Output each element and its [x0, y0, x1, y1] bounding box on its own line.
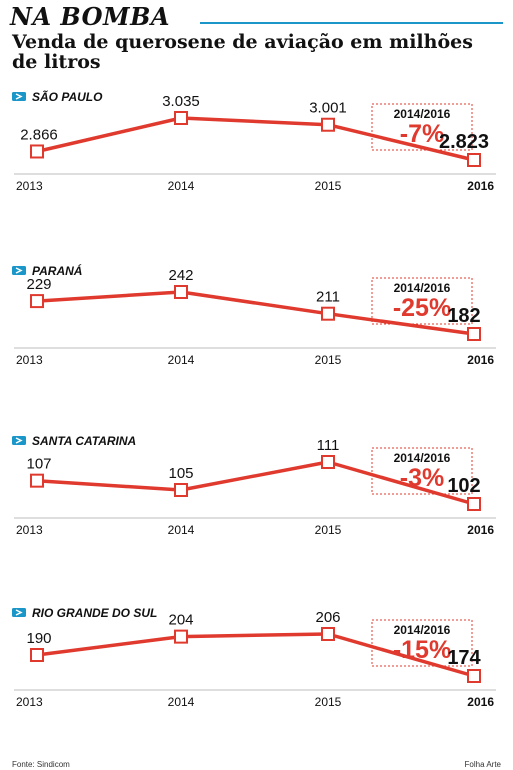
panel-4-value-label-2015: 206: [315, 609, 340, 626]
panel-1-point-2013: [30, 144, 44, 159]
panel-3-header: SANTA CATARINA: [32, 434, 136, 448]
panel-2-point-2013: [30, 294, 44, 309]
panel-2-x-tick-2014: 2014: [168, 353, 195, 367]
panel-2-point-2015: [321, 306, 335, 321]
panel-3-value-label-2013: 107: [26, 456, 51, 473]
panel-1-value-label-2016: 2.823: [439, 131, 489, 153]
panel-1-series-line: [36, 116, 475, 162]
panel-4-point-2016: [467, 669, 481, 683]
panel-1-header-icon-arrow: [15, 93, 23, 100]
panel-1-value-label-2015: 3.001: [309, 100, 347, 117]
panel-1-point-2016: [467, 153, 481, 167]
chart-title: Venda de querosene de aviação em milhões…: [12, 31, 473, 73]
panel-1-header: SÃO PAULO: [32, 89, 103, 104]
panel-4-value-label-2014: 204: [168, 612, 193, 629]
panel-2-value-label-2014: 242: [168, 267, 193, 284]
panel-4-point-2015: [321, 627, 335, 641]
panel-1-value-label-2013: 2.866: [20, 126, 58, 143]
panel-1-x-tick-2014: 2014: [168, 179, 195, 193]
panel-1-change-period: 2014/2016: [394, 107, 451, 121]
panel-3-header-icon: [12, 436, 26, 445]
panel-4-x-tick-2015: 2015: [315, 695, 342, 709]
kicker-rule: [200, 22, 503, 24]
panel-4-x-tick-2016: 2016: [467, 695, 494, 709]
panel-3-x-tick-2013: 2013: [16, 523, 43, 537]
panel-4-point-2013: [30, 648, 44, 662]
panel-4-x-tick-2013: 2013: [16, 695, 43, 709]
credit-note: Folha Arte: [464, 760, 501, 769]
panel-3-header-icon-arrow: [15, 437, 23, 444]
panel-1-value-label-2014: 3.035: [162, 93, 200, 110]
panel-3-value-label-2014: 105: [168, 465, 193, 482]
panel-2-point-2016: [467, 327, 481, 341]
panel-2-change-box: [371, 277, 473, 325]
panel-4-series-line: [36, 632, 475, 678]
panel-4-point-2014: [174, 629, 188, 644]
panel-2-value-label-2013: 229: [26, 276, 51, 293]
panel-4-header-icon-arrow: [15, 609, 23, 616]
panel-4-change-period: 2014/2016: [394, 623, 451, 637]
panel-3-x-tick-2014: 2014: [168, 523, 195, 537]
panel-3-point-2013: [30, 473, 44, 488]
panel-3-point-2016: [467, 497, 481, 511]
panel-1-point-2014: [174, 111, 188, 125]
panel-2-header-icon: [12, 266, 26, 275]
panel-3-value-label-2016: 102: [447, 475, 480, 497]
panel-4-value-label-2013: 190: [26, 630, 51, 647]
panel-2-series-line: [36, 290, 475, 336]
panel-3-series-line: [36, 460, 475, 506]
panel-1-header-icon: [12, 92, 26, 101]
panel-2-x-tick-2016: 2016: [467, 353, 494, 367]
panel-1-x-tick-2016: 2016: [467, 179, 494, 193]
panel-3-x-tick-2015: 2015: [315, 523, 342, 537]
panel-4-header: RIO GRANDE DO SUL: [32, 606, 157, 620]
panel-3-change-box: [371, 447, 473, 495]
panel-2-value-label-2016: 182: [447, 305, 480, 327]
kicker: NA BOMBA: [10, 2, 171, 31]
panel-4-value-label-2016: 174: [447, 647, 481, 669]
panel-3-change-period: 2014/2016: [394, 451, 451, 465]
panel-2-point-2014: [174, 285, 188, 299]
panel-1-point-2015: [321, 117, 335, 132]
panel-2-header: PARANÁ: [32, 263, 82, 278]
panel-3-x-tick-2016: 2016: [467, 523, 494, 537]
panel-4-change-box: [371, 619, 473, 667]
panel-3-point-2014: [174, 483, 188, 497]
panel-3-point-2015: [321, 455, 335, 469]
panel-2-x-tick-2015: 2015: [315, 353, 342, 367]
panel-2-change-period: 2014/2016: [394, 281, 451, 295]
panel-3-value-label-2015: 111: [317, 437, 340, 454]
panel-1-change-box: [371, 103, 473, 151]
panel-2-value-label-2015: 211: [316, 289, 340, 306]
panel-2-x-tick-2013: 2013: [16, 353, 43, 367]
source-note: Fonte: Sindicom: [12, 760, 70, 769]
panel-2-header-icon-arrow: [15, 267, 23, 274]
panel-4-header-icon: [12, 608, 26, 617]
panel-2-change-value: -25%: [393, 294, 451, 322]
panel-4-x-tick-2014: 2014: [168, 695, 195, 709]
panel-1-x-tick-2015: 2015: [315, 179, 342, 193]
panel-1-x-tick-2013: 2013: [16, 179, 43, 193]
